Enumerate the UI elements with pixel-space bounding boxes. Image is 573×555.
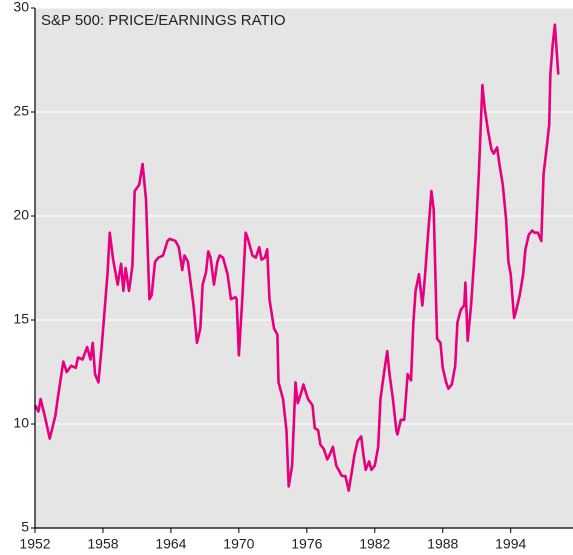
x-tick-label: 1970 — [223, 536, 254, 552]
x-tick-label: 1958 — [87, 536, 118, 552]
y-tick-label: 15 — [13, 311, 29, 327]
line-series — [33, 23, 560, 492]
x-tick-label: 1976 — [291, 536, 322, 552]
x-tick-label: 1952 — [19, 536, 50, 552]
y-tick-label: 10 — [13, 415, 29, 431]
y-tick-label: 25 — [13, 103, 29, 119]
y-tick-label: 5 — [21, 519, 29, 535]
y-tick-label: 30 — [13, 0, 29, 15]
x-tick-label: 1964 — [155, 536, 186, 552]
x-tick-label: 1988 — [427, 536, 458, 552]
chart-title: S&P 500: PRICE/EARNINGS RATIO — [41, 12, 286, 29]
y-tick-label: 20 — [13, 207, 29, 223]
x-tick-label: 1994 — [495, 536, 526, 552]
x-tick-label: 1982 — [359, 536, 390, 552]
marks — [33, 23, 560, 492]
